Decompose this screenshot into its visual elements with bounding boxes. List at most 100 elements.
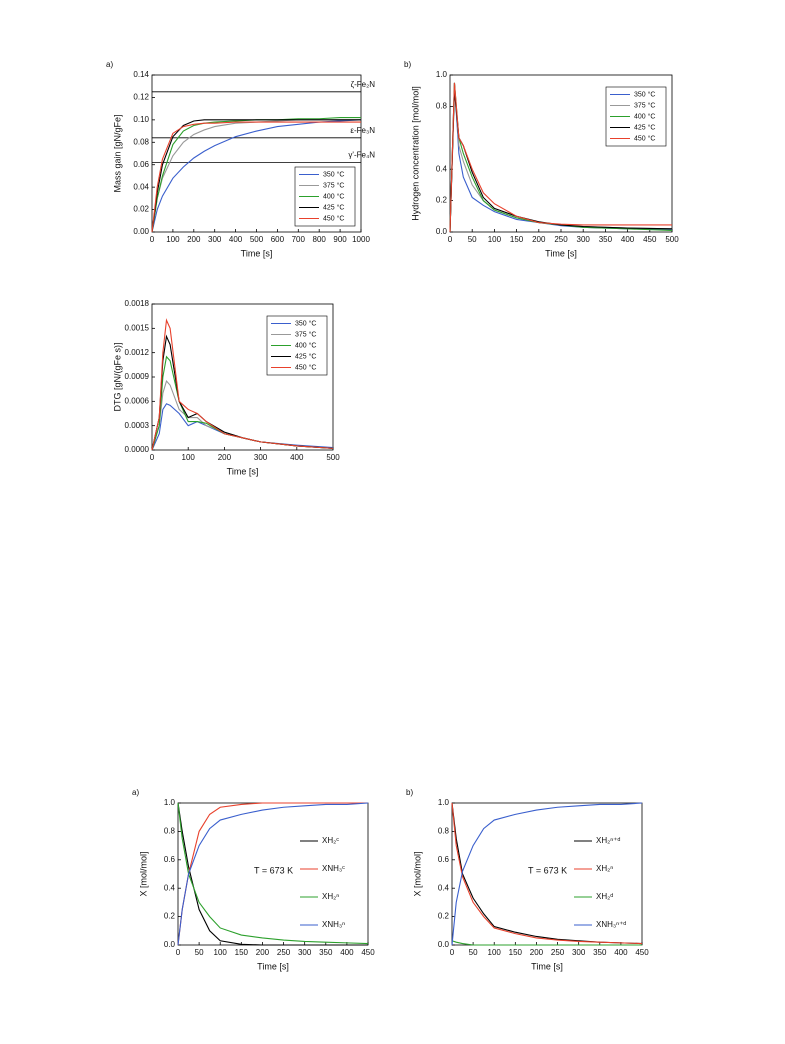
x-tick-label: 100 [488, 948, 502, 957]
series-line [151, 403, 334, 451]
legend-label: XH₂ⁿ⁺ᵈ [596, 836, 620, 845]
series-line [451, 802, 643, 945]
y-tick-label: 0.8 [436, 102, 448, 111]
x-tick-label: 350 [599, 235, 613, 244]
reference-label: ε-Fe₃N [350, 126, 375, 135]
legend-label: 375 °C [323, 181, 344, 189]
y-tick-label: 0.10 [133, 115, 149, 124]
x-tick-label: 450 [361, 948, 375, 957]
x-axis-label: Time [s] [257, 961, 289, 971]
y-tick-label: 0.8 [438, 827, 450, 836]
x-tick-label: 150 [235, 948, 249, 957]
legend-label: 450 °C [634, 134, 655, 142]
x-tick-label: 100 [488, 235, 502, 244]
x-tick-label: 300 [208, 235, 222, 244]
x-tick-label: 700 [292, 235, 306, 244]
annotation: T = 673 K [254, 866, 293, 876]
x-tick-label: 0 [150, 453, 155, 462]
x-tick-label: 200 [218, 453, 232, 462]
x-tick-label: 100 [166, 235, 180, 244]
x-tick-label: 50 [195, 948, 204, 957]
x-tick-label: 0 [176, 948, 181, 957]
y-axis-label: X [mol/mol] [412, 851, 422, 896]
x-tick-label: 450 [643, 235, 657, 244]
series-line [151, 379, 334, 451]
x-tick-label: 250 [554, 235, 568, 244]
y-tick-label: 0.0015 [125, 323, 150, 332]
x-tick-label: 300 [254, 453, 268, 462]
x-tick-label: 150 [509, 948, 523, 957]
panel-label: a) [132, 788, 139, 797]
legend-label: XNH₃ⁿ⁺ᵈ [596, 920, 626, 929]
legend-label: 350 °C [323, 170, 344, 178]
x-tick-label: 350 [319, 948, 333, 957]
y-tick-label: 0.0 [438, 940, 450, 949]
series-line [451, 940, 642, 946]
y-tick-label: 0.12 [133, 93, 149, 102]
series-line [177, 802, 368, 946]
x-tick-label: 500 [250, 235, 264, 244]
x-tick-label: 150 [510, 235, 524, 244]
x-axis-label: Time [s] [531, 961, 563, 971]
x-tick-label: 100 [182, 453, 196, 462]
panel-label: a) [106, 60, 113, 69]
x-tick-label: 200 [256, 948, 270, 957]
y-tick-label: 0.00 [133, 227, 149, 236]
y-tick-label: 0.2 [436, 196, 448, 205]
x-tick-label: 1000 [352, 235, 370, 244]
series-line [449, 82, 672, 233]
y-tick-label: 1.0 [164, 798, 176, 807]
series-line [151, 318, 334, 451]
y-tick-label: 0.04 [133, 182, 149, 191]
y-axis-label: Mass gain [gN/gFe] [112, 114, 122, 192]
y-tick-label: 0.4 [438, 883, 450, 892]
legend-label: XNH₃ⁿ [322, 920, 345, 929]
legend-label: 350 °C [634, 90, 655, 98]
x-tick-label: 200 [530, 948, 544, 957]
x-tick-label: 500 [665, 235, 679, 244]
x-tick-label: 400 [229, 235, 243, 244]
series-line [151, 119, 362, 233]
legend-label: 375 °C [295, 330, 316, 338]
x-axis-label: Time [s] [241, 248, 273, 258]
y-tick-label: 0.0009 [125, 372, 150, 381]
annotation: T = 673 K [528, 866, 567, 876]
y-tick-label: 0.4 [436, 164, 448, 173]
y-tick-label: 0.2 [164, 912, 176, 921]
legend-label: XH₂ᵈ [596, 892, 613, 901]
y-tick-label: 0.0018 [125, 299, 150, 308]
legend-label: 425 °C [634, 123, 655, 131]
legend-label: XH₂ᶜ [322, 836, 339, 845]
y-tick-label: 0.0 [164, 940, 176, 949]
y-tick-label: 0.2 [438, 912, 450, 921]
series-line [151, 117, 361, 233]
y-axis-label: X [mol/mol] [138, 851, 148, 896]
legend-label: 400 °C [295, 341, 316, 349]
x-tick-label: 400 [621, 235, 635, 244]
x-tick-label: 100 [214, 948, 228, 957]
x-tick-label: 300 [298, 948, 312, 957]
legend-label: 350 °C [295, 319, 316, 327]
y-tick-label: 1.0 [438, 798, 450, 807]
x-axis-label: Time [s] [545, 248, 577, 258]
series-line [451, 802, 643, 946]
y-tick-label: 0.4 [164, 883, 176, 892]
x-tick-label: 600 [271, 235, 285, 244]
series-line [151, 121, 361, 233]
panel-label: b) [404, 60, 411, 69]
x-tick-label: 250 [551, 948, 565, 957]
x-tick-label: 50 [469, 948, 478, 957]
x-tick-label: 900 [333, 235, 347, 244]
y-axis-label: Hydrogen concentration [mol/mol] [410, 86, 420, 221]
y-tick-label: 1.0 [436, 70, 448, 79]
y-tick-label: 0.0003 [125, 421, 150, 430]
x-tick-label: 450 [635, 948, 649, 957]
legend-label: 425 °C [323, 203, 344, 211]
reference-label: ζ-Fe₂N [351, 80, 376, 89]
y-axis-label: DTG [gN/(gFe s)] [112, 342, 122, 411]
y-tick-label: 0.0006 [125, 396, 150, 405]
panel-label: b) [406, 788, 413, 797]
x-tick-label: 400 [340, 948, 354, 957]
reference-label: γ'-Fe₄N [348, 151, 375, 160]
